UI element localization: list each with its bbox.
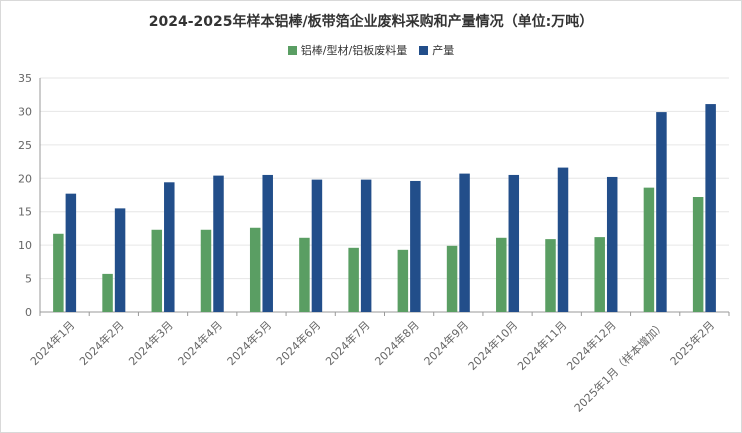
legend-swatch-output [419,45,429,55]
bar-scrap [53,233,64,312]
y-tick-label: 5 [25,273,32,286]
x-tick-label: 2024年7月 [322,318,372,368]
x-tick-label: 2024年6月 [273,318,323,368]
bar-scrap [151,229,163,312]
bar-output [360,179,372,312]
x-tick-label: 2025年2月 [667,318,717,368]
bar-output [508,174,520,312]
bar-output [65,193,77,312]
bar-output [213,175,224,312]
bar-scrap [692,197,704,312]
x-tick-label: 2024年8月 [372,318,422,368]
y-tick-label: 15 [18,206,32,219]
bar-output [557,167,569,312]
x-tick-label: 2024年4月 [175,318,225,368]
bar-scrap [496,237,507,312]
bar-scrap [446,245,458,312]
x-tick-label: 2024年2月 [76,318,126,368]
x-tick-label: 2024年9月 [421,318,471,368]
y-tick-label: 35 [18,72,32,85]
x-tick-label: 2025年1月（样本增加） [571,318,668,415]
x-tick-label: 2024年11月 [514,318,569,373]
bar-output [705,104,716,313]
bar-output [410,180,421,312]
bar-scrap [348,247,359,312]
bar-scrap [545,239,556,312]
x-tick-label: 2024年3月 [126,318,176,368]
bar-scrap [249,227,261,312]
x-tick-label: 2024年1月 [27,318,77,368]
x-tick-label: 2024年12月 [564,318,619,373]
bar-scrap [594,237,605,312]
bar-scrap [102,273,113,312]
y-tick-label: 20 [18,172,32,185]
y-tick-label: 30 [18,105,32,118]
bar-output [311,179,323,312]
legend-item-output[interactable]: 产量 [419,42,454,58]
chart-title: 2024-2025年样本铝棒/板带箔企业废料采购和产量情况（单位:万吨） [148,14,594,30]
bar-scrap [299,237,310,312]
legend-item-scrap[interactable]: 铝棒/型材/铝板废料量 [287,42,408,58]
bar-output [262,174,273,312]
chart-legend: 铝棒/型材/铝板废料量 产量 [1,42,741,58]
bar-scrap [200,229,212,312]
bar-output [606,176,618,312]
bar-scrap [643,187,655,312]
legend-swatch-scrap [287,45,297,55]
bar-scrap [397,249,409,312]
bar-output [114,208,126,312]
bar-output [656,112,667,313]
legend-label-scrap: 铝棒/型材/铝板废料量 [300,44,408,57]
bar-output [164,182,175,312]
legend-label-output: 产量 [432,44,455,57]
y-tick-label: 0 [25,306,32,319]
x-tick-label: 2024年5月 [224,318,274,368]
x-tick-label: 2024年10月 [465,318,520,373]
bar-output [459,173,470,312]
y-tick-label: 10 [18,239,32,252]
y-tick-label: 25 [18,139,32,152]
